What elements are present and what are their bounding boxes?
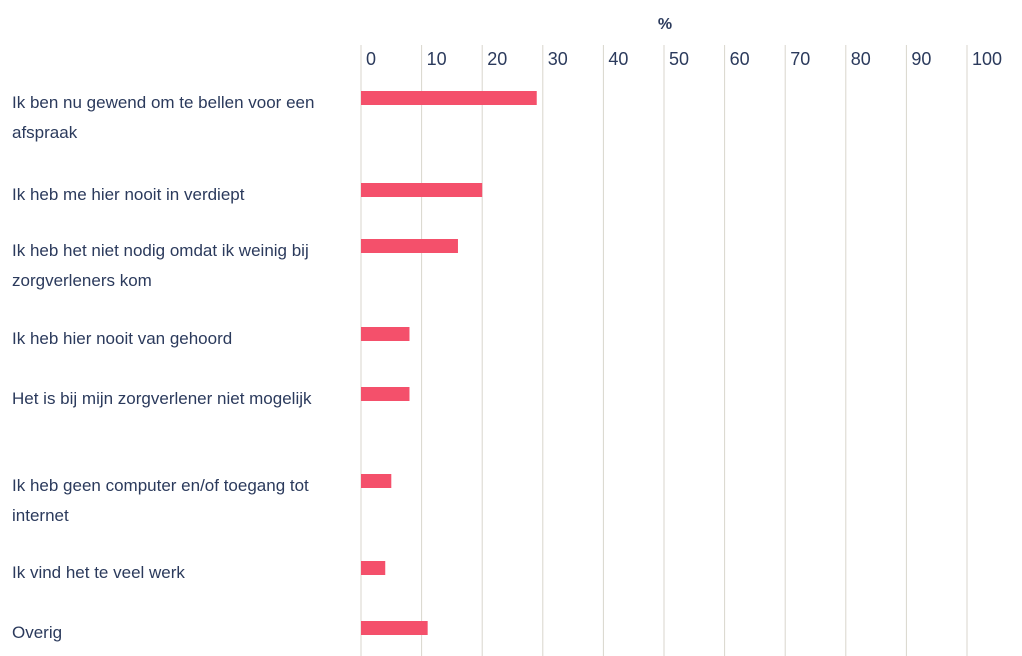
category-label: Ik heb het niet nodig omdat ik weinig bi… [12, 241, 309, 290]
x-tick-label: 30 [548, 49, 568, 69]
x-tick-label: 10 [427, 49, 447, 69]
x-tick-label: 100 [972, 49, 1002, 69]
category-label: Ik vind het te veel werk [12, 563, 185, 582]
x-tick-label: 40 [608, 49, 628, 69]
category-label: Overig [12, 623, 63, 642]
x-tick-label: 50 [669, 49, 689, 69]
bar [361, 561, 386, 575]
x-tick-label: 80 [851, 49, 871, 69]
category-label: Ik heb hier nooit van gehoord [12, 329, 233, 348]
bar [361, 621, 428, 635]
bar [361, 474, 392, 488]
bar [361, 239, 458, 253]
category-label: Ik heb me hier nooit in verdiept [12, 185, 245, 204]
x-tick-label: 70 [790, 49, 810, 69]
x-tick-label: 20 [487, 49, 507, 69]
axis-label: % [658, 16, 672, 33]
category-label: Ik heb geen computer en/of toegang tot i… [12, 476, 309, 525]
x-tick-label: 60 [730, 49, 750, 69]
x-tick-label: 0 [366, 49, 376, 69]
bar [361, 91, 537, 105]
category-label: Het is bij mijn zorgverlener niet mogeli… [12, 389, 312, 408]
category-label: Ik ben nu gewend om te bellen voor een a… [12, 93, 315, 142]
bar [361, 387, 410, 401]
bar [361, 183, 483, 197]
bar [361, 327, 410, 341]
x-tick-label: 90 [911, 49, 931, 69]
